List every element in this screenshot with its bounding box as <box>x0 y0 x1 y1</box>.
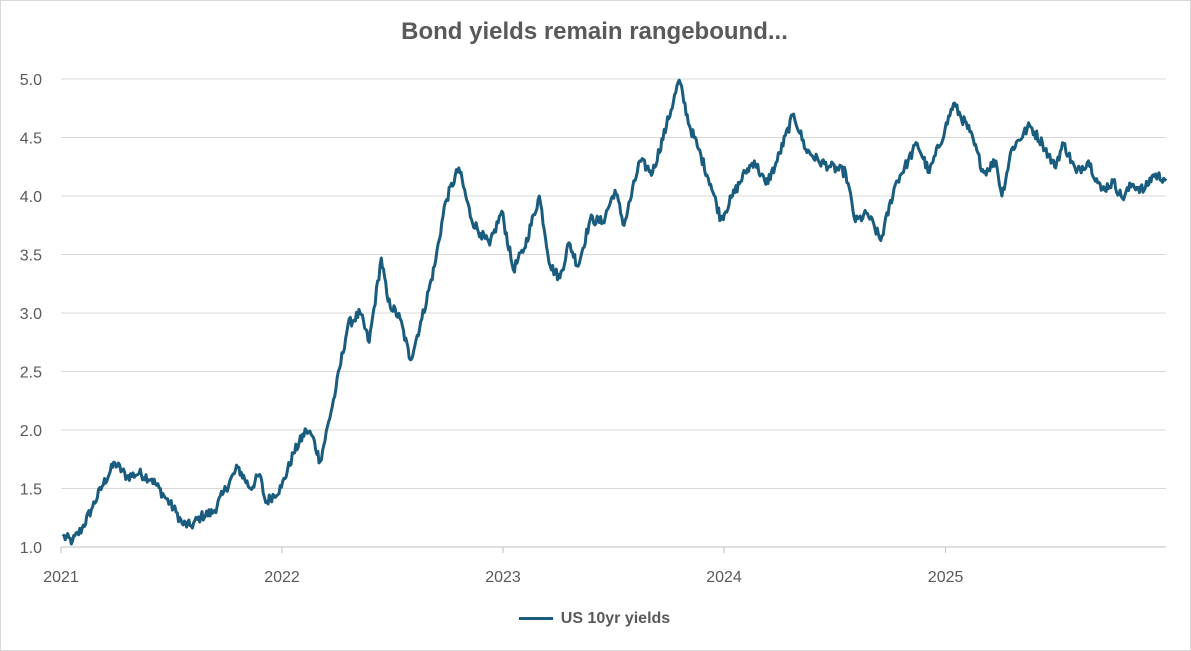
legend-label: US 10yr yields <box>560 609 671 627</box>
x-tick-label: 2022 <box>264 569 300 586</box>
chart-title: Bond yields remain rangebound... <box>401 18 788 45</box>
legend-item-us-10yr-yields: US 10yr yields <box>518 609 671 628</box>
y-tick-label: 2.0 <box>20 423 42 440</box>
x-axis <box>60 546 1166 553</box>
y-tick-label: 3.5 <box>20 248 42 265</box>
y-axis-tick-labels: 1.0 1.5 2.0 2.5 3.0 3.5 4.0 4.5 5.0 <box>20 72 42 557</box>
y-tick-label: 4.5 <box>20 131 42 148</box>
y-tick-label: 5.0 <box>20 72 42 89</box>
series-line-us-10yr-yields <box>61 78 1168 546</box>
y-tick-label: 2.5 <box>20 365 42 382</box>
x-tick-label: 2023 <box>485 569 521 586</box>
series-layer <box>61 78 1168 546</box>
legend: US 10yr yields <box>0 607 1189 628</box>
gridlines <box>61 78 1166 489</box>
x-tick-label: 2024 <box>706 569 742 586</box>
y-tick-label: 1.0 <box>20 540 42 557</box>
y-tick-label: 4.0 <box>20 189 42 206</box>
x-tick-label: 2025 <box>928 569 964 586</box>
x-axis-tick-labels: 2021 2022 2023 2024 2025 <box>43 569 963 586</box>
y-tick-label: 1.5 <box>20 482 42 499</box>
x-tick-label: 2021 <box>43 569 79 586</box>
legend-line-swatch <box>518 617 553 620</box>
y-tick-label: 3.0 <box>20 306 42 323</box>
